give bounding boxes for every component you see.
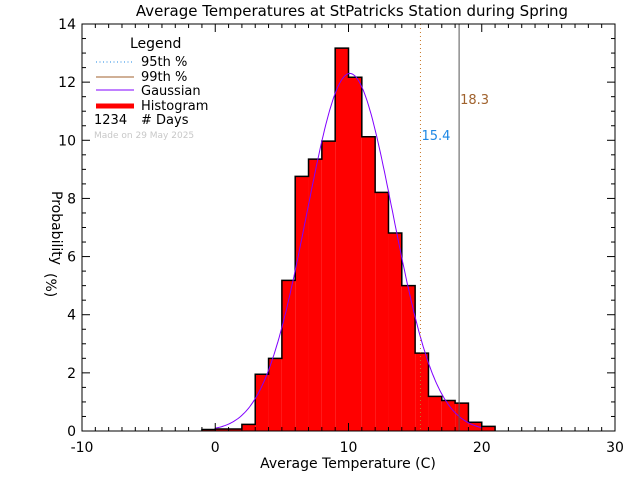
histogram-bar <box>335 48 349 432</box>
y-tick-label: 2 <box>67 366 76 382</box>
histogram-bar <box>268 358 282 431</box>
histogram-bar <box>281 280 296 431</box>
percentile-label-0: 15.4 <box>421 129 450 144</box>
histogram-bar <box>375 192 389 431</box>
histogram-bar <box>415 353 429 431</box>
legend: Legend 95th % 99th % Gaussian Histogram … <box>94 36 208 141</box>
legend-days-label: # Days <box>141 113 189 128</box>
x-tick-label: 30 <box>606 440 624 456</box>
histogram-bar <box>401 285 416 431</box>
histogram-bar <box>215 428 229 431</box>
histogram-bar <box>361 136 376 431</box>
gaussian-curve <box>215 72 482 429</box>
y-tick-label: 10 <box>58 133 76 149</box>
x-tick-label: 10 <box>340 440 358 456</box>
percentile-label-1: 18.3 <box>460 93 489 108</box>
histogram-bar <box>255 374 269 431</box>
legend-title: Legend <box>130 36 181 52</box>
x-tick-label: 0 <box>211 440 220 456</box>
histogram-bar <box>481 426 496 431</box>
y-tick-label: 6 <box>67 250 76 266</box>
y-tick-label: 0 <box>67 424 76 440</box>
legend-label-95th: 95th % <box>141 55 187 70</box>
y-axis-label: Probability <box>48 191 64 265</box>
overlay-group: 15.4 18.3 <box>215 24 489 431</box>
y-axis-unit: (%) <box>42 273 58 297</box>
bars-group <box>201 47 496 432</box>
histogram-bar <box>348 77 362 431</box>
histogram-bar <box>308 159 322 432</box>
legend-label-gaussian: Gaussian <box>141 84 201 99</box>
histogram-bar <box>295 176 309 431</box>
histogram-bar <box>428 396 442 431</box>
x-tick-label: -10 <box>71 440 94 456</box>
y-tick-label: 14 <box>58 17 76 33</box>
histogram-bar <box>321 141 336 432</box>
legend-days-sample: 1234 <box>94 113 127 128</box>
y-tick-label: 8 <box>67 191 76 207</box>
chart-title: Average Temperatures at StPatricks Stati… <box>136 2 568 20</box>
histogram-bar <box>468 422 482 431</box>
footnote: Made on 29 May 2025 <box>94 131 194 141</box>
histogram-bar <box>241 424 256 431</box>
histogram-bar <box>455 403 469 431</box>
histogram-bar <box>388 233 402 431</box>
x-tick-label: 20 <box>473 440 491 456</box>
histogram-bar <box>228 428 242 431</box>
legend-label-histogram: Histogram <box>141 99 208 114</box>
y-tick-label: 4 <box>67 308 76 324</box>
histogram-bar <box>441 400 456 431</box>
x-axis-label: Average Temperature (C) <box>260 456 436 472</box>
legend-label-99th: 99th % <box>141 70 187 85</box>
y-tick-label: 12 <box>58 75 76 91</box>
histogram-outline <box>201 47 496 431</box>
